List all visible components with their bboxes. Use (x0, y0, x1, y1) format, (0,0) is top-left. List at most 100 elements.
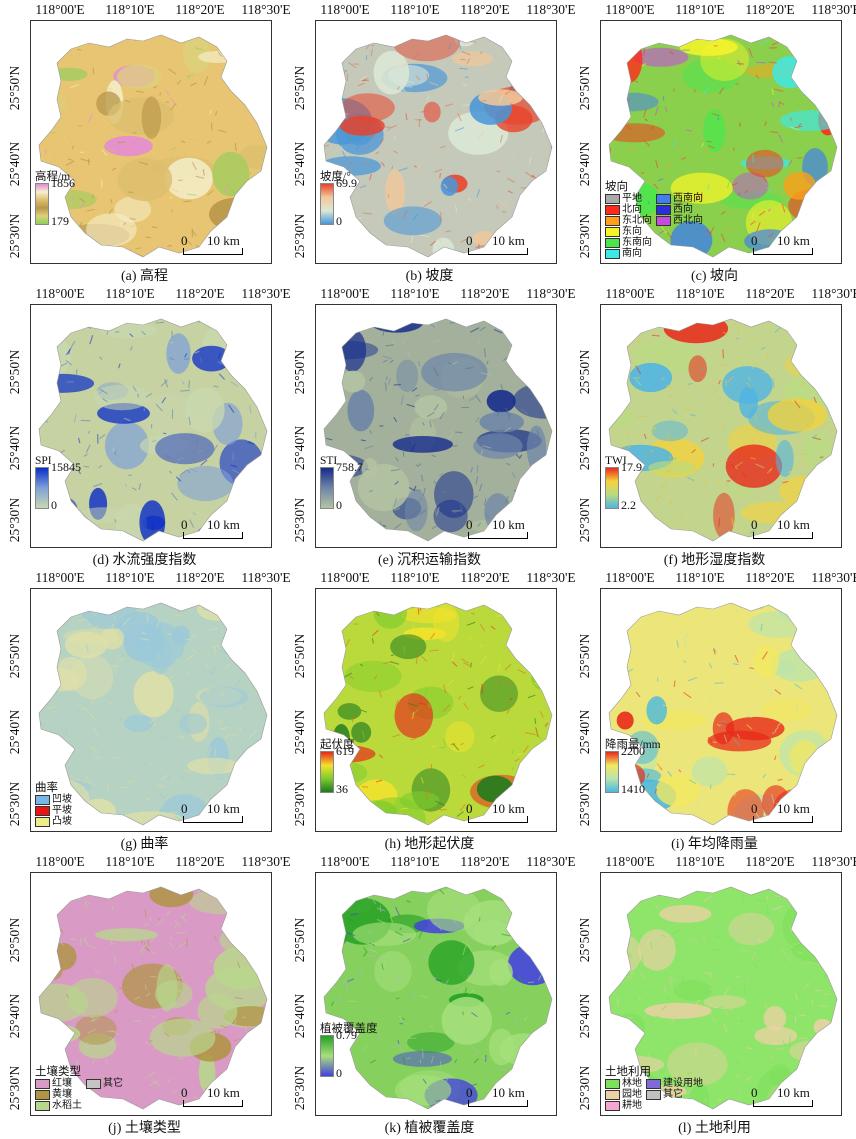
latitude-ticks: 25°50'N 25°40'N 25°30'N (2, 586, 28, 830)
longitude-tick: 118°00'E (35, 570, 85, 585)
legend-title: TWI (605, 455, 627, 467)
legend-swatch (646, 1078, 661, 1089)
latitude-ticks: 25°50'N 25°40'N 25°30'N (287, 18, 313, 262)
scale-line (468, 1100, 528, 1107)
legend-item: 北向 (605, 204, 652, 215)
scale-zero-label: 0 (466, 801, 473, 816)
legend-item-label: 黄壤 (52, 1088, 72, 1100)
legend-item: 建设用地 (646, 1078, 703, 1089)
map-panel-g: 118°00'E 118°10'E 118°20'E 118°30'E 25°50'N 2… (2, 568, 291, 852)
scale-zero-label: 0 (181, 1085, 188, 1100)
legend-swatch (656, 204, 671, 215)
scale-zero-label: 0 (751, 801, 758, 816)
latitude-tick: 25°50'N (577, 65, 592, 111)
legend-item: 西北向 (656, 215, 703, 226)
longitude-ticks: 118°00'E 118°10'E 118°20'E 118°30'E (580, 854, 856, 870)
map-raster (608, 34, 838, 258)
scale-zero-label: 0 (751, 1085, 758, 1100)
latitude-tick: 25°50'N (577, 633, 592, 679)
longitude-tick: 118°00'E (605, 570, 655, 585)
longitude-tick: 118°30'E (811, 854, 856, 869)
latitude-ticks: 25°50'N 25°40'N 25°30'N (572, 586, 598, 830)
longitude-tick: 118°00'E (605, 854, 655, 869)
scale-line (183, 816, 243, 823)
panel-caption: (l) 土地利用 (678, 1121, 751, 1136)
scale-line (753, 532, 813, 539)
latitude-tick: 25°30'N (577, 497, 592, 543)
map-panel-c: 118°00'E 118°10'E 118°20'E 118°30'E 25°50'N 2… (572, 0, 856, 284)
map-raster (38, 318, 268, 542)
legend-title: 曲率 (35, 782, 58, 794)
map-panel-a: 118°00'E 118°10'E 118°20'E 118°30'E 25°50'N 2… (2, 0, 291, 284)
legend-title: 起伏度 (320, 739, 355, 751)
latitude-ticks: 25°50'N 25°40'N 25°30'N (2, 302, 28, 546)
longitude-tick: 118°00'E (35, 854, 85, 869)
legend-item-label: 凹坡 (52, 793, 72, 805)
scale-distance-label: 10 km (492, 1085, 525, 1100)
latitude-tick: 25°40'N (7, 993, 22, 1039)
panel-caption: (j) 土壤类型 (108, 1121, 181, 1136)
colorbar-max-label: 2200 (621, 744, 645, 758)
map-raster (323, 886, 553, 1110)
map-legend: 坡向 平地 北向 东北向 东向 东南向 南向 西南向 西向 西北向 (605, 181, 703, 259)
colorbar-min-label: 0 (51, 498, 57, 512)
scale-bar: 0 10 km (466, 1085, 550, 1111)
legend-item: 凹坡 (35, 794, 72, 805)
legend-swatch (605, 1100, 620, 1111)
longitude-tick: 118°30'E (811, 570, 856, 585)
scale-distance-label: 10 km (207, 801, 240, 816)
scale-zero-label: 0 (466, 233, 473, 248)
legend-item: 东南向 (605, 237, 652, 248)
legend-title: 土地利用 (605, 1066, 651, 1078)
panel-caption: (d) 水流强度指数 (92, 553, 197, 568)
scale-zero-label: 0 (466, 517, 473, 532)
legend-swatch (605, 204, 620, 215)
colorbar-min-label: 1410 (621, 782, 645, 796)
colorbar (320, 751, 334, 793)
latitude-tick: 25°50'N (292, 917, 307, 963)
scale-zero-label: 0 (466, 1085, 473, 1100)
legend-swatch (605, 226, 620, 237)
legend-item: 其它 (646, 1089, 703, 1100)
map-raster (38, 886, 268, 1110)
legend-item-label: 红壤 (52, 1077, 72, 1089)
longitude-ticks: 118°00'E 118°10'E 118°20'E 118°30'E (10, 286, 290, 302)
scale-distance-label: 10 km (777, 1085, 810, 1100)
longitude-tick: 118°30'E (241, 570, 291, 585)
legend-item-label: 耕地 (622, 1099, 642, 1111)
longitude-tick: 118°20'E (175, 286, 225, 301)
legend-item: 耕地 (605, 1100, 642, 1111)
scale-zero-label: 0 (751, 517, 758, 532)
map-frame: SPI 15845 0 0 10 km (30, 304, 272, 548)
colorbar (605, 467, 619, 509)
longitude-tick: 118°10'E (390, 286, 440, 301)
panel-caption: (h) 地形起伏度 (384, 837, 475, 852)
latitude-tick: 25°30'N (7, 1065, 22, 1111)
legend-item-label: 其它 (663, 1088, 683, 1100)
map-frame: 起伏度 619 36 0 10 km (315, 588, 557, 832)
latitude-ticks: 25°50'N 25°40'N 25°30'N (287, 302, 313, 546)
longitude-ticks: 118°00'E 118°10'E 118°20'E 118°30'E (10, 2, 290, 18)
longitude-tick: 118°30'E (526, 854, 576, 869)
latitude-tick: 25°40'N (577, 709, 592, 755)
colorbar-max-label: 1856 (51, 176, 75, 190)
scale-zero-label: 0 (181, 517, 188, 532)
panel-caption: (a) 高程 (120, 269, 169, 284)
legend-item-label: 北向 (622, 203, 642, 215)
colorbar-max-label: 758.7 (336, 460, 363, 474)
map-legend: 降雨量/mm 2200 1410 (605, 739, 685, 795)
latitude-tick: 25°40'N (7, 141, 22, 187)
legend-item-label: 西向 (673, 203, 693, 215)
map-raster (323, 602, 553, 826)
legend-item: 园地 (605, 1089, 642, 1100)
latitude-tick: 25°50'N (7, 917, 22, 963)
latitude-tick: 25°40'N (577, 141, 592, 187)
scale-bar: 0 10 km (181, 801, 265, 827)
longitude-tick: 118°20'E (175, 2, 225, 17)
scale-bar: 0 10 km (466, 517, 550, 543)
colorbar-max-label: 69.9 (336, 176, 357, 190)
latitude-ticks: 25°50'N 25°40'N 25°30'N (2, 18, 28, 262)
scale-distance-label: 10 km (207, 517, 240, 532)
longitude-tick: 118°20'E (745, 2, 795, 17)
scale-bar: 0 10 km (751, 517, 835, 543)
